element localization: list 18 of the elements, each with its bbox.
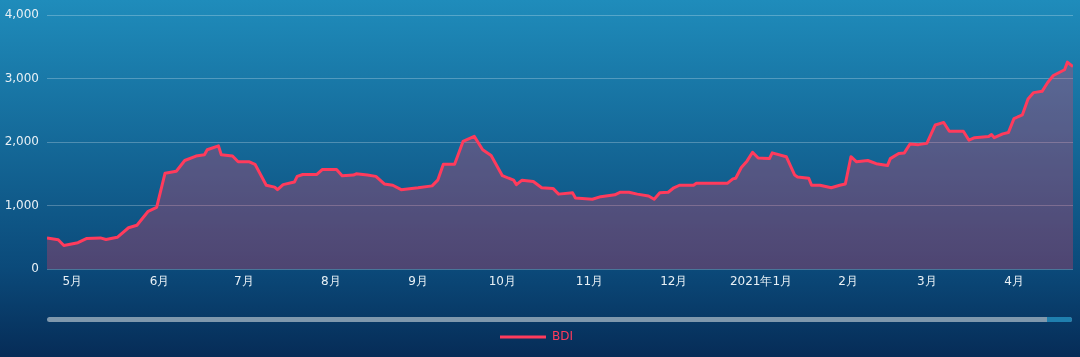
x-tick-label: 9月 bbox=[408, 274, 428, 289]
y-tick-label: 1,000 bbox=[4, 197, 39, 212]
x-tick-label: 2月 bbox=[838, 274, 858, 289]
y-tick-label: 3,000 bbox=[4, 70, 39, 85]
x-tick-label: 6月 bbox=[149, 274, 170, 289]
x-tick-label: 8月 bbox=[321, 274, 341, 289]
y-tick-label: 2,000 bbox=[4, 134, 39, 149]
x-tick-label: 2021年1月 bbox=[729, 274, 793, 289]
y-tick-label: 4,000 bbox=[4, 7, 39, 22]
x-tick-label: 5月 bbox=[62, 274, 83, 289]
x-tick-label: 12月 bbox=[660, 274, 688, 289]
legend-label: BDI bbox=[551, 329, 574, 344]
x-tick-label: 7月 bbox=[233, 274, 254, 289]
y-tick-label: 0 bbox=[31, 261, 39, 276]
x-tick-label: 10月 bbox=[488, 274, 517, 289]
x-tick-label: 4月 bbox=[1004, 274, 1024, 289]
x-tick-label: 11月 bbox=[575, 274, 604, 289]
x-tick-label: 3月 bbox=[917, 274, 937, 289]
